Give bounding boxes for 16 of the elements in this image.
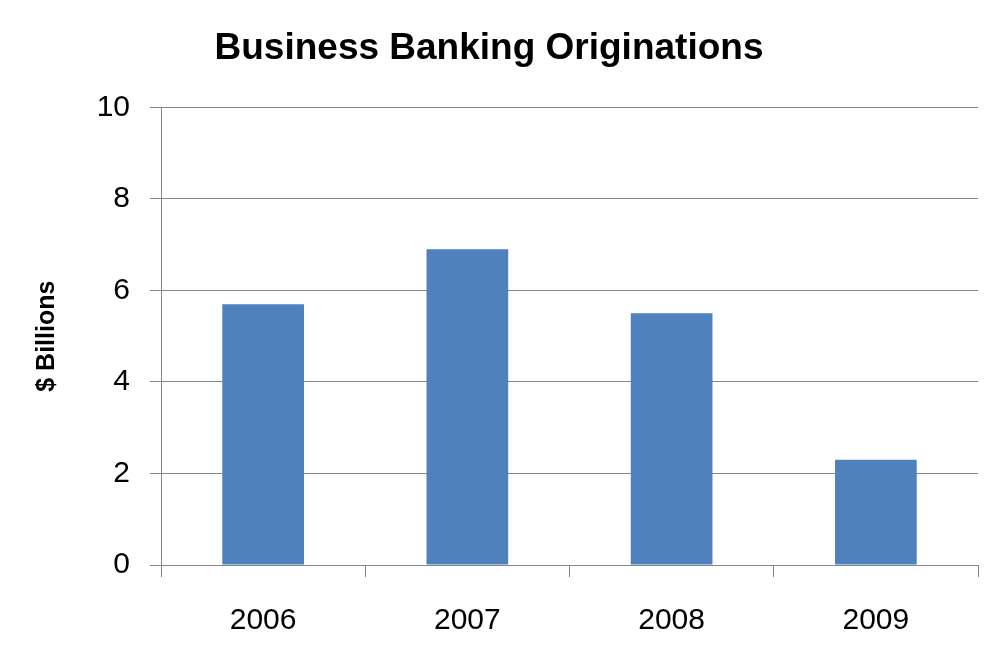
- x-tick-label: 2009: [842, 602, 910, 636]
- x-tick-label: 2007: [434, 602, 501, 636]
- y-tick-label: 4: [113, 363, 130, 397]
- y-tick-label: 6: [113, 271, 130, 305]
- y-tick-label: 8: [113, 180, 130, 214]
- bar: [222, 304, 304, 565]
- bar: [630, 313, 713, 565]
- x-tick-label: 2008: [638, 602, 705, 636]
- bar: [835, 459, 917, 565]
- y-tick-label: 0: [113, 546, 130, 580]
- y-axis-title: $ Billions: [30, 280, 59, 392]
- bar: [426, 249, 509, 565]
- y-tick-label: 2: [113, 454, 130, 488]
- chart-title: Business Banking Originations: [214, 26, 764, 68]
- x-tick-label: 2006: [229, 602, 297, 636]
- y-tick-label: 10: [96, 88, 130, 122]
